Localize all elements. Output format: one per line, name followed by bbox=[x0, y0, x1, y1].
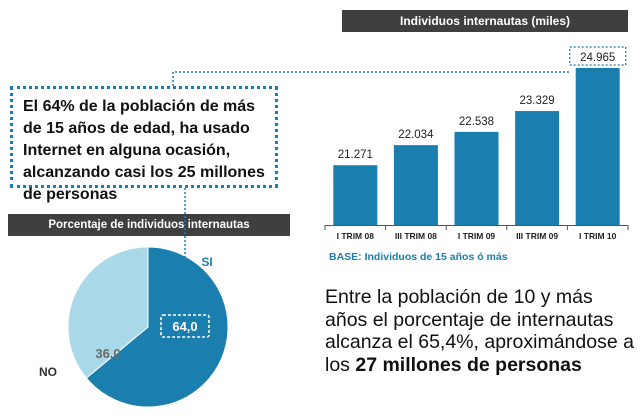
bar bbox=[575, 68, 620, 225]
connector-line bbox=[172, 71, 570, 86]
bar bbox=[515, 111, 560, 225]
bar-value-label: 23.329 bbox=[520, 95, 555, 107]
x-tick-label: III TRIM 09 bbox=[516, 231, 558, 241]
base-note: BASE: Individuos de 15 años ó más bbox=[329, 251, 508, 263]
bar bbox=[454, 131, 499, 225]
bar-chart-title: Individuos internautas (miles) bbox=[342, 10, 628, 32]
bar bbox=[333, 165, 378, 225]
summary-plain: Entre la población de 10 y más años el p… bbox=[325, 286, 634, 376]
summary-text: Entre la población de 10 y más años el p… bbox=[325, 286, 635, 376]
x-tick-label: I TRIM 08 bbox=[337, 231, 375, 241]
bar-value-label: 21.271 bbox=[338, 149, 373, 161]
pie-chart-title: Porcentaje de individuos internautas bbox=[8, 214, 290, 236]
bar-value-label: 22.538 bbox=[459, 116, 494, 128]
x-tick-label: III TRIM 08 bbox=[395, 231, 437, 241]
highlight-box bbox=[569, 46, 627, 66]
x-tick-label: I TRIM 09 bbox=[458, 231, 496, 241]
summary-bold: 27 millones de personas bbox=[355, 353, 582, 376]
bar-value-label: 22.034 bbox=[398, 129, 434, 141]
bar bbox=[393, 145, 438, 225]
x-tick-label: I TRIM 10 bbox=[579, 231, 617, 241]
callout-text: El 64% de la población de más de 15 años… bbox=[23, 98, 265, 203]
callout-box: El 64% de la población de más de 15 años… bbox=[10, 86, 278, 203]
bar-value-label: 24.965 bbox=[580, 52, 615, 64]
